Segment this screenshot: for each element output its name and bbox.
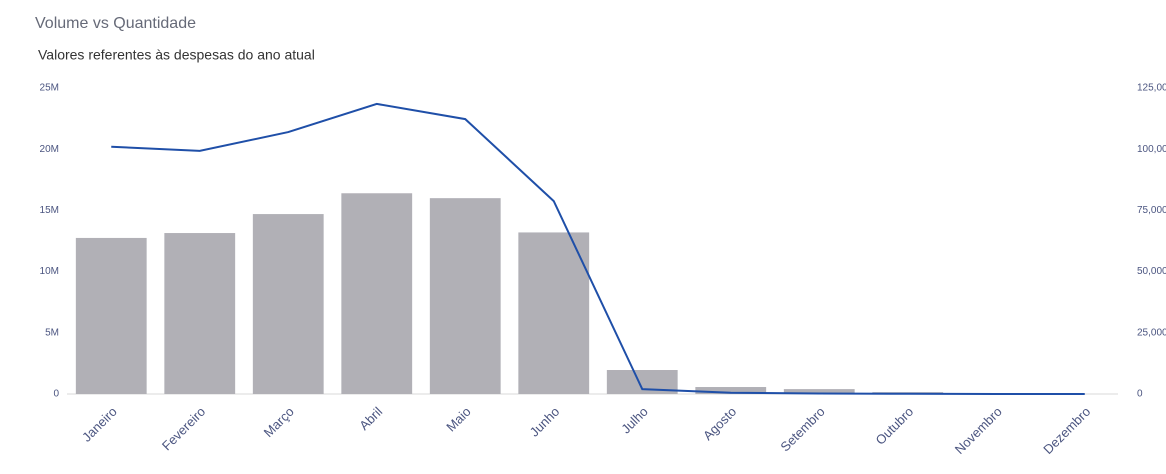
bar xyxy=(341,193,413,394)
x-tick-label: Julho xyxy=(618,404,651,437)
y-tick-label: 5M xyxy=(45,327,59,338)
chart-subtitle: Valores referentes às despesas do ano at… xyxy=(38,47,315,63)
y2-tick-label: 75,000 xyxy=(1137,205,1166,216)
bar xyxy=(429,198,501,394)
bar xyxy=(252,214,324,394)
chart-title: Volume vs Quantidade xyxy=(35,15,196,32)
x-tick-label: Fevereiro xyxy=(159,404,208,453)
x-tick-label: Março xyxy=(261,404,297,440)
line xyxy=(111,102,1085,395)
y-tick-label: 0 xyxy=(53,389,59,400)
bar xyxy=(695,387,767,394)
y2-tick-label: 125,000 xyxy=(1137,83,1166,94)
bar xyxy=(164,233,236,394)
x-tick-label: Setembro xyxy=(777,404,827,454)
y-tick-label: 15M xyxy=(40,205,59,216)
y-tick-label: 25M xyxy=(40,83,59,94)
x-tick-label: Maio xyxy=(443,404,474,435)
x-tick-label: Abril xyxy=(356,404,385,433)
x-tick-label: Dezembro xyxy=(1040,404,1093,457)
y-tick-label: 20M xyxy=(40,144,59,155)
bar xyxy=(606,370,678,394)
x-tick-label: Novembro xyxy=(952,404,1005,457)
bar xyxy=(518,232,590,394)
y2-tick-label: 0 xyxy=(1137,389,1143,400)
y2-tick-label: 50,000 xyxy=(1137,266,1166,277)
x-tick-label: Junho xyxy=(527,404,563,440)
y2-tick-label: 100,000 xyxy=(1137,144,1166,155)
bar xyxy=(75,237,147,394)
x-tick-label: Janeiro xyxy=(79,404,120,445)
y2-tick-label: 25,000 xyxy=(1137,327,1166,338)
y-tick-label: 10M xyxy=(40,266,59,277)
x-tick-label: Agosto xyxy=(700,404,739,443)
bar xyxy=(783,389,855,394)
x-tick-label: Outubro xyxy=(872,404,916,448)
